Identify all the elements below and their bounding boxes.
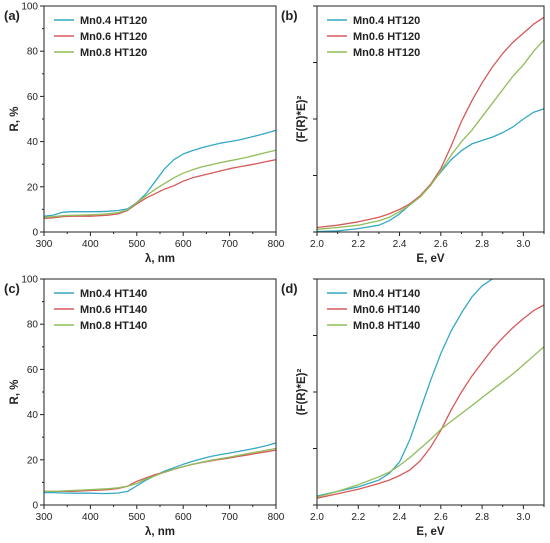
panel-label: (d) xyxy=(281,281,298,296)
panel-label: (a) xyxy=(4,8,20,23)
x-tick-label: 600 xyxy=(175,512,192,523)
plot-frame xyxy=(43,278,277,506)
y-tick-label: 20 xyxy=(27,455,39,466)
plot-frame xyxy=(43,5,277,233)
x-tick-label: 800 xyxy=(268,512,285,523)
y-tick-label: 80 xyxy=(27,47,39,58)
legend-label-3: Mn0.8 HT120 xyxy=(353,47,420,59)
x-tick-label: 2.0 xyxy=(310,239,324,250)
x-tick-label: 2.8 xyxy=(475,512,489,523)
chart-panel-1: 300 400 500 600 700 800 0 20 40 60 80 100 λ, nm R, % (… xyxy=(4,2,285,266)
x-tick-label: 2.8 xyxy=(475,239,489,250)
y-tick-label: 20 xyxy=(27,182,39,193)
plot-frame xyxy=(316,5,545,233)
y-axis-label: (F(R)*E)² xyxy=(296,96,308,143)
chart-panel-4: 2.0 2.2 2.4 2.6 2.8 3.0 E, eV (F(R)*E)² (d) Mn0.4… xyxy=(281,278,545,538)
x-tick-label: 500 xyxy=(128,512,145,523)
y-tick-label: 40 xyxy=(27,137,39,148)
x-tick-label: 2.6 xyxy=(434,512,448,523)
x-tick-label: 700 xyxy=(221,239,238,250)
x-tick-label: 2.0 xyxy=(310,512,324,523)
x-tick-label: 2.2 xyxy=(351,239,365,250)
legend-label-3: Mn0.8 HT140 xyxy=(353,320,420,332)
series-line-3 xyxy=(44,447,276,493)
x-axis-label: λ, nm xyxy=(145,253,175,265)
series-line-2 xyxy=(44,449,276,493)
x-tick-label: 300 xyxy=(36,512,53,523)
chart-panel-3: 300 400 500 600 700 800 0 20 40 60 80 100 λ, nm R, % (… xyxy=(4,275,285,539)
series-line-1 xyxy=(317,108,544,232)
y-axis-label: R, % xyxy=(9,107,21,132)
legend-label-2: Mn0.6 HT120 xyxy=(80,31,147,43)
x-axis-label: E, eV xyxy=(416,253,444,265)
x-tick-label: 700 xyxy=(221,512,238,523)
legend-label-1: Mn0.4 HT120 xyxy=(80,15,147,27)
y-tick-label: 0 xyxy=(32,228,38,239)
x-tick-label: 600 xyxy=(175,239,192,250)
series-line-3 xyxy=(317,39,544,230)
y-tick-label: 60 xyxy=(27,365,39,376)
y-tick-label: 0 xyxy=(32,501,38,512)
plot-frame xyxy=(316,278,545,506)
x-axis-label: λ, nm xyxy=(145,526,175,538)
y-tick-label: 80 xyxy=(27,320,39,331)
panel-label: (c) xyxy=(4,281,20,296)
x-axis-label: E, eV xyxy=(416,526,444,538)
legend-label-2: Mn0.6 HT140 xyxy=(80,304,147,316)
legend-label-1: Mn0.4 HT140 xyxy=(353,288,420,300)
series-line-1 xyxy=(317,279,493,497)
x-tick-label: 2.2 xyxy=(351,512,365,523)
x-tick-label: 800 xyxy=(268,239,285,250)
legend-label-3: Mn0.8 HT140 xyxy=(80,320,147,332)
y-axis-label: (F(R)*E)² xyxy=(296,369,308,416)
panel-label: (b) xyxy=(281,8,298,23)
x-tick-label: 500 xyxy=(128,239,145,250)
series-line-1 xyxy=(44,129,276,217)
x-tick-label: 400 xyxy=(82,512,99,523)
series-line-3 xyxy=(44,149,276,218)
x-tick-label: 300 xyxy=(36,239,53,250)
x-tick-label: 3.0 xyxy=(516,512,530,523)
series-line-2 xyxy=(317,304,544,499)
legend-label-2: Mn0.6 HT140 xyxy=(353,304,420,316)
legend-label-1: Mn0.4 HT140 xyxy=(80,288,147,300)
y-tick-label: 40 xyxy=(27,410,39,421)
series-line-1 xyxy=(44,442,276,495)
x-tick-label: 2.6 xyxy=(434,239,448,250)
y-tick-label: 100 xyxy=(21,275,38,286)
series-line-2 xyxy=(317,16,544,229)
x-tick-label: 400 xyxy=(82,239,99,250)
y-axis-label: R, % xyxy=(9,380,21,405)
series-line-3 xyxy=(317,346,544,498)
legend-label-3: Mn0.8 HT120 xyxy=(80,47,147,59)
legend-label-2: Mn0.6 HT120 xyxy=(353,31,420,43)
series-line-2 xyxy=(44,159,276,220)
y-tick-label: 100 xyxy=(21,2,38,13)
x-tick-label: 3.0 xyxy=(516,239,530,250)
legend-label-1: Mn0.4 HT120 xyxy=(353,15,420,27)
x-tick-label: 2.4 xyxy=(393,512,407,523)
chart-panel-2: 2.0 2.2 2.4 2.6 2.8 3.0 E, eV (F(R)*E)² (b) Mn0.4… xyxy=(281,5,545,265)
y-tick-label: 60 xyxy=(27,92,39,103)
x-tick-label: 2.4 xyxy=(393,239,407,250)
